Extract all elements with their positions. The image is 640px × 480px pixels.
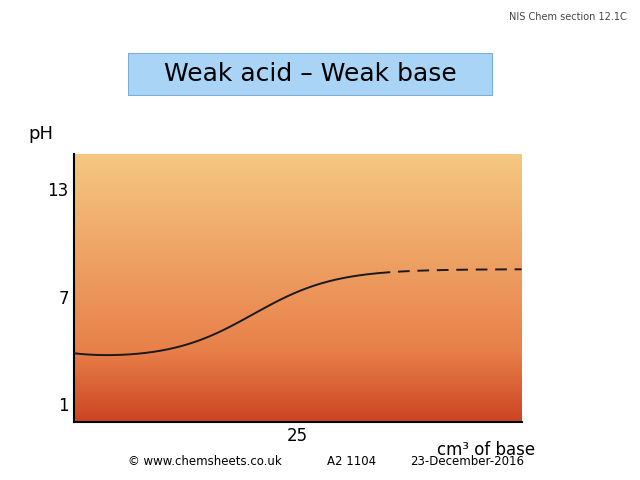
FancyBboxPatch shape: [128, 53, 493, 96]
Text: A2 1104: A2 1104: [328, 455, 376, 468]
Text: 23-December-2016: 23-December-2016: [410, 455, 524, 468]
Text: pH: pH: [29, 125, 54, 143]
Text: © www.chemsheets.co.uk: © www.chemsheets.co.uk: [128, 455, 282, 468]
Text: cm³ of base: cm³ of base: [437, 441, 535, 459]
Text: Weak acid – Weak base: Weak acid – Weak base: [164, 62, 457, 86]
Text: NIS Chem section 12.1C: NIS Chem section 12.1C: [509, 12, 627, 22]
